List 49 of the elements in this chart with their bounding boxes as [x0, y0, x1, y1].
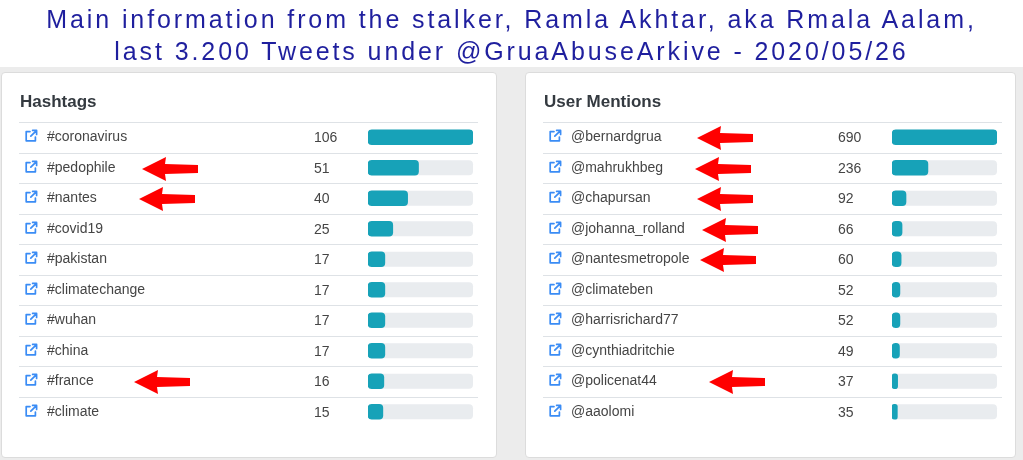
data-label: 17	[314, 312, 330, 329]
y-tick-label: @climateben	[571, 280, 653, 297]
y-tick-label: @harrisrichard77	[571, 311, 679, 328]
y-tick-label: #coronavirus	[47, 128, 128, 145]
y-tick-label: @chapursan	[571, 189, 651, 206]
text: User Mentions	[544, 92, 662, 111]
data-label: 15	[314, 403, 330, 420]
data-label: 35	[838, 403, 854, 420]
data-label: 40	[314, 190, 330, 207]
bar	[368, 373, 385, 390]
data-label: 17	[314, 342, 330, 359]
bar	[368, 312, 386, 329]
y-tick-label: #nantes	[47, 189, 97, 206]
y-tick-label: @aaolomi	[571, 402, 635, 419]
data-label: 690	[838, 129, 862, 146]
data-label: 17	[314, 251, 330, 268]
y-tick-label: #pedophile	[47, 158, 116, 175]
data-label: 17	[314, 281, 330, 298]
y-tick-label: @cynthiadritchie	[571, 341, 675, 358]
y-tick-label: #pakistan	[47, 250, 107, 267]
y-tick-label: @johanna_rolland	[571, 219, 685, 236]
data-label: 37	[838, 373, 854, 390]
data-label: 66	[838, 220, 854, 237]
y-tick-label: #climatechange	[47, 280, 146, 297]
data-label: 25	[314, 220, 330, 237]
bar	[368, 281, 386, 298]
y-tick-label: @policenat44	[571, 372, 658, 389]
data-label: 51	[314, 159, 330, 176]
y-tick-label: @nantesmetropole	[571, 250, 690, 267]
data-label: 236	[838, 159, 862, 176]
bar	[368, 251, 386, 268]
bar	[368, 342, 386, 359]
data-label: 16	[314, 373, 330, 390]
y-tick-label: #covid19	[47, 219, 104, 236]
text: Hashtags	[20, 92, 97, 111]
data-label: 52	[838, 281, 854, 298]
data-label: 52	[838, 312, 854, 329]
y-tick-label: #china	[47, 341, 89, 358]
data-label: 106	[314, 129, 338, 146]
y-tick-label: #climate	[47, 402, 100, 419]
y-tick-label: #france	[47, 372, 94, 389]
text: Main information from the stalker, Ramla Akhtar, aka Rmala Aalam, last 3.200 Tweets under @GruaAbuseArkive - 2020/05/26	[45, 4, 978, 67]
y-tick-label: #wuhan	[47, 311, 97, 328]
data-label: 49	[838, 342, 854, 359]
bar	[368, 220, 394, 237]
data-label: 60	[838, 251, 854, 268]
y-tick-label: @mahrukhbeg	[571, 158, 664, 175]
data-label: 92	[838, 190, 854, 207]
y-tick-label: @bernardgrua	[571, 128, 662, 145]
